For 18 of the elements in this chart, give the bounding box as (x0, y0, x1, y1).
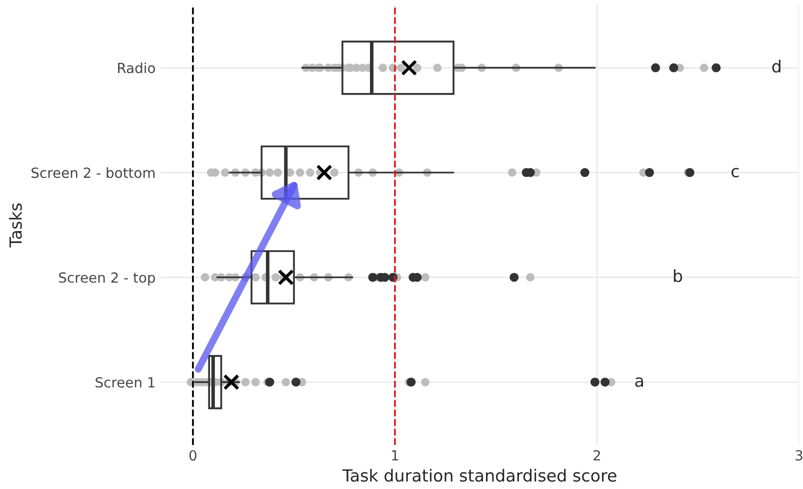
y-tick-label: Screen 2 - bottom (32, 167, 155, 178)
x-axis-title: Task duration standardised score (342, 468, 616, 482)
y-tick-label: Radio (118, 62, 155, 74)
y-tick-label: Screen 2 - top (59, 272, 155, 286)
x-tick-label: 2 (594, 450, 600, 460)
annotation: a (635, 377, 643, 387)
point (223, 374, 240, 390)
point (316, 164, 332, 181)
annotation: d (772, 60, 780, 73)
annotation: c (731, 168, 739, 178)
x-tick-label: 0 (189, 450, 196, 461)
point (400, 60, 418, 76)
y-axis-title: Tasks (8, 203, 22, 248)
x-tick-label: 1 (392, 450, 398, 460)
annotation: b (674, 269, 682, 282)
x-tick-label: 3 (796, 450, 802, 461)
point (278, 269, 294, 286)
y-tick-label: Screen 1 (96, 377, 154, 388)
